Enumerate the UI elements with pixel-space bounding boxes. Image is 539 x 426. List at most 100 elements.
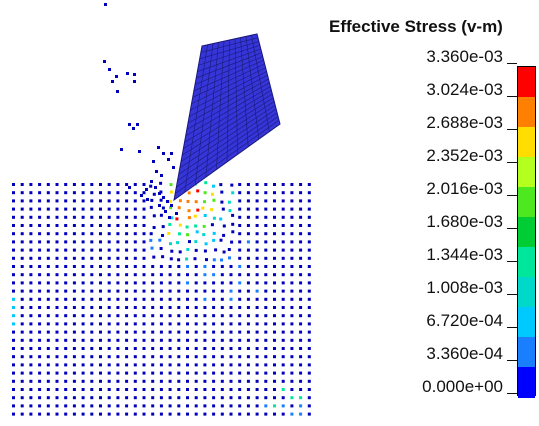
particle — [203, 396, 207, 400]
particle — [116, 256, 120, 260]
particle — [107, 306, 111, 309]
particle — [133, 404, 137, 408]
particle — [152, 214, 156, 218]
particle — [20, 191, 24, 195]
particle — [133, 355, 137, 359]
particle — [281, 347, 285, 350]
particle — [38, 412, 42, 416]
particle — [187, 209, 191, 213]
particle — [46, 322, 50, 326]
particle — [29, 273, 33, 277]
particle — [246, 281, 250, 285]
particle — [307, 322, 311, 326]
particle — [186, 306, 189, 309]
particle — [46, 355, 50, 359]
particle — [210, 192, 214, 196]
particle — [229, 265, 233, 268]
particle — [90, 347, 94, 350]
particle — [12, 215, 15, 219]
particle — [81, 412, 85, 416]
particle — [221, 207, 225, 211]
particle — [64, 215, 68, 219]
particle — [290, 273, 294, 277]
particle — [72, 355, 76, 359]
particle — [222, 224, 226, 228]
particle — [55, 379, 59, 383]
particle — [307, 388, 311, 391]
particle — [196, 208, 200, 212]
particle — [177, 330, 181, 334]
particle — [125, 265, 129, 268]
particle — [246, 330, 250, 334]
particle — [229, 289, 233, 293]
color-scale-tick — [507, 393, 517, 394]
particle — [281, 273, 285, 277]
particle — [159, 281, 163, 285]
particle — [64, 314, 68, 318]
mesh-line — [191, 67, 266, 105]
particle — [162, 152, 165, 155]
particle — [125, 314, 129, 318]
particle — [151, 388, 155, 391]
particle — [273, 183, 276, 186]
particle — [125, 322, 129, 326]
particle — [290, 314, 294, 318]
particle — [116, 183, 120, 186]
particle — [125, 297, 129, 301]
particle — [133, 248, 137, 252]
particle — [90, 199, 94, 203]
particle — [142, 322, 146, 326]
particle — [281, 224, 285, 227]
particle — [133, 215, 137, 219]
particle — [116, 412, 120, 416]
workpiece-particles — [12, 181, 311, 416]
particle — [299, 363, 303, 367]
particle — [160, 174, 163, 177]
particle — [159, 265, 163, 268]
particle — [90, 371, 94, 375]
particle — [255, 183, 259, 186]
particle — [38, 314, 42, 318]
particle — [150, 198, 154, 202]
particle — [159, 363, 163, 367]
particle — [273, 232, 276, 236]
cutting-tool-mesh — [174, 35, 280, 194]
particle — [38, 289, 42, 293]
particle — [231, 191, 235, 195]
particle — [299, 248, 303, 252]
particle — [159, 297, 163, 301]
particle — [203, 371, 207, 375]
particle — [194, 347, 198, 350]
particle — [125, 207, 129, 211]
particle — [107, 207, 111, 211]
particle — [255, 207, 259, 211]
particle — [72, 224, 76, 227]
particle — [299, 289, 303, 293]
particle — [55, 265, 59, 268]
particle — [194, 396, 198, 400]
particle — [151, 396, 155, 400]
particle — [238, 388, 242, 391]
cutting-tool — [173, 33, 281, 202]
particle — [72, 363, 76, 367]
particle — [307, 338, 311, 342]
particle — [246, 240, 250, 244]
color-scale-segment — [518, 247, 535, 278]
particle — [133, 183, 137, 186]
particle — [12, 396, 15, 400]
particle — [246, 199, 250, 203]
particle — [167, 232, 171, 235]
particle — [299, 347, 303, 350]
particle — [177, 371, 181, 375]
particle — [107, 404, 111, 408]
particle — [72, 404, 76, 408]
particle — [20, 248, 24, 252]
particle — [281, 330, 285, 334]
color-scale-label: 2.016e-03 — [426, 179, 503, 198]
particle — [72, 265, 76, 268]
particle — [238, 347, 242, 350]
particle — [55, 199, 59, 203]
particle — [168, 338, 172, 342]
particle — [72, 240, 76, 244]
particle — [229, 322, 233, 326]
